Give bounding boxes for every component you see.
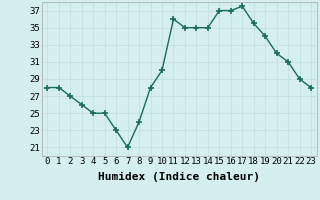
X-axis label: Humidex (Indice chaleur): Humidex (Indice chaleur) [98, 172, 260, 182]
